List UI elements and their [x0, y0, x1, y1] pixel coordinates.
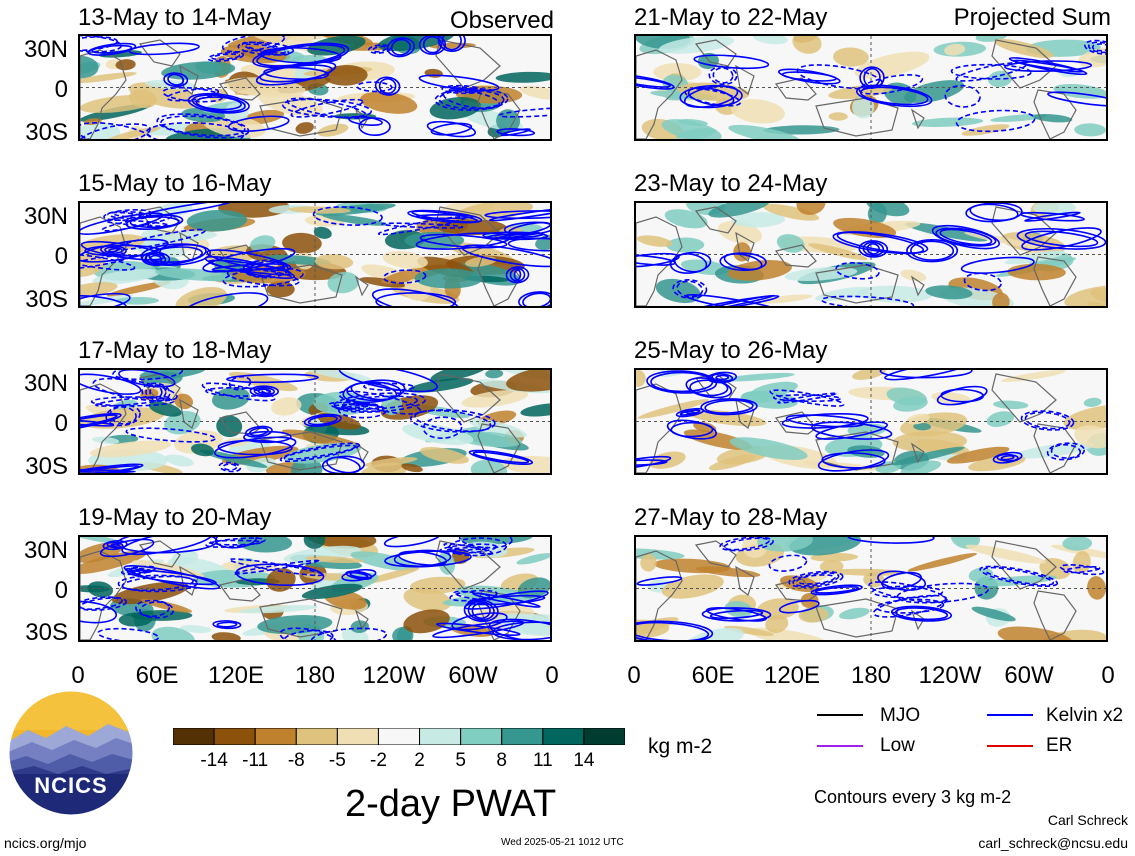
- legend-line-mjo: [817, 714, 863, 716]
- ncics-logo: NCICS: [8, 690, 134, 816]
- map-panel-right-4: [634, 535, 1108, 642]
- lat-label-30s: 30S: [25, 119, 68, 146]
- lat-label-30n: 30N: [23, 36, 68, 63]
- map-panel-left-2: [78, 201, 552, 308]
- legend-label-mjo: MJO: [880, 705, 921, 726]
- map-panel-left-3: [78, 368, 552, 475]
- lat-label-30s: 30S: [25, 286, 68, 313]
- legend-label-kelvin: Kelvin x2: [1046, 705, 1124, 726]
- colorbar-tick-label: -14: [200, 750, 228, 771]
- panel-title-left-4: 19-May to 20-May: [78, 504, 272, 531]
- lat-label-30n: 30N: [23, 537, 68, 564]
- lon-label: 180: [850, 662, 892, 689]
- lon-label: 0: [545, 662, 559, 689]
- lon-label: 120E: [763, 662, 821, 689]
- lon-label: 0: [1101, 662, 1115, 689]
- lat-label-30n: 30N: [23, 370, 68, 397]
- lat-label-0: 0: [54, 243, 68, 270]
- colorbar-tick-label: 5: [455, 750, 466, 771]
- panel-title-left-2: 15-May to 16-May: [78, 170, 272, 197]
- footer-email[interactable]: carl_schreck@ncsu.edu: [978, 835, 1128, 851]
- lon-label: 120W: [918, 662, 982, 689]
- colorbar-tick-label: 11: [532, 750, 553, 771]
- lon-label: 60E: [691, 662, 735, 689]
- lat-label-0: 0: [54, 410, 68, 437]
- colorbar-tick-label: -5: [328, 750, 346, 771]
- contour-note: Contours every 3 kg m-2: [814, 787, 1012, 807]
- map-panel-left-1: [78, 34, 552, 141]
- legend-line-low: [817, 745, 863, 747]
- footer-author: Carl Schreck: [1047, 812, 1128, 828]
- colorbar-tick-label: -8: [287, 750, 305, 771]
- colorbar-tick-label: 14: [573, 750, 595, 771]
- colorbar-tick-label: 2: [414, 750, 425, 771]
- lon-label: 120E: [207, 662, 265, 689]
- legend-line-er: [987, 745, 1033, 747]
- map-panel-right-3: [634, 368, 1108, 475]
- map-panel-right-2: [634, 201, 1108, 308]
- map-panel-right-1: [634, 34, 1108, 141]
- map-panel-left-4: [78, 535, 552, 642]
- footer-url[interactable]: ncics.org/mjo: [4, 835, 87, 851]
- lat-label-30n: 30N: [23, 203, 68, 230]
- projected-sum-label: Projected Sum: [953, 4, 1111, 31]
- footer-timestamp: Wed 2025-05-21 1012 UTC: [501, 837, 624, 848]
- colorbar-tick-label: -2: [370, 750, 387, 771]
- panel-title-left-3: 17-May to 18-May: [78, 337, 272, 364]
- lon-label: 180: [294, 662, 336, 689]
- lat-label-0: 0: [54, 76, 68, 103]
- colorbar-tick-label: -11: [242, 750, 269, 771]
- observed-label: Observed: [449, 7, 554, 34]
- panel-title-right-2: 23-May to 24-May: [634, 170, 828, 197]
- legend-label-er: ER: [1046, 735, 1073, 756]
- ncics-logo-text: NCICS: [34, 773, 108, 798]
- panel-title-left-1: 13-May to 14-May: [78, 4, 272, 31]
- colorbar: [172, 727, 626, 746]
- lon-label: 0: [627, 662, 641, 689]
- panel-title-right-3: 25-May to 26-May: [634, 337, 828, 364]
- lon-label: 120W: [362, 662, 426, 689]
- lon-label: 60W: [1004, 662, 1054, 689]
- colorbar-swatches: [172, 727, 626, 746]
- legend-label-low: Low: [880, 735, 915, 756]
- lat-label-0: 0: [54, 577, 68, 604]
- panel-title-right-4: 27-May to 28-May: [634, 504, 828, 531]
- colorbar-units: kg m-2: [648, 735, 713, 758]
- legend-line-kelvin: [987, 714, 1033, 716]
- lon-label: 60W: [448, 662, 498, 689]
- lat-label-30s: 30S: [25, 619, 68, 646]
- lon-label: 60E: [135, 662, 179, 689]
- lon-label: 0: [71, 662, 85, 689]
- lat-label-30s: 30S: [25, 453, 68, 480]
- ncics-logo-icon: [8, 690, 134, 816]
- main-title: 2-day PWAT: [345, 783, 557, 825]
- panel-title-right-1: 21-May to 22-May: [634, 4, 828, 31]
- colorbar-tick-label: 8: [496, 750, 508, 771]
